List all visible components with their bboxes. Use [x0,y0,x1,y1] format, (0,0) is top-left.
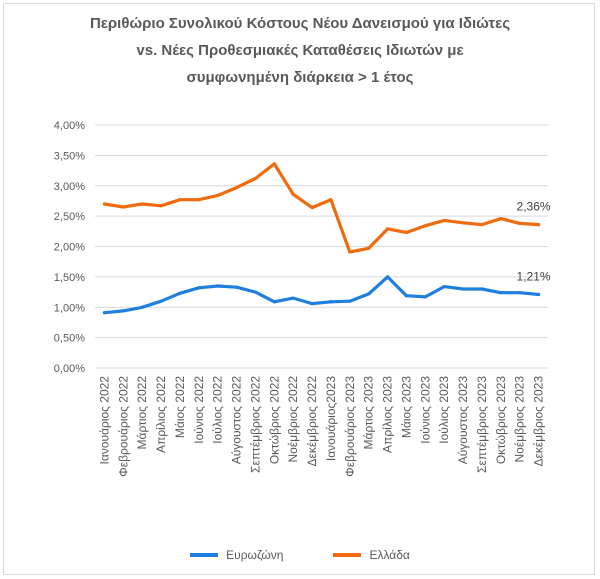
chart-title-line-3: συμφωνημένη διάρκεια > 1 έτος [186,69,414,86]
data-point-greece [197,198,201,202]
data-point-greece [404,230,409,235]
data-point-eurozone [197,286,201,290]
x-tick-label: Σεπτέμβριος 2023 [475,376,489,473]
y-tick-label: 0,00% [54,363,85,375]
legend-label-greece: Ελλάδα [369,548,410,562]
data-point-greece [499,216,503,221]
x-tick-label: Δεκέμβριος 2023 [532,376,546,467]
x-tick-label: Σεπτέμβριος 2022 [248,376,262,473]
chart-title: Περιθώριο Συνολικού Κόστους Νέου Δανεισμ… [0,10,600,91]
data-point-eurozone [140,305,144,309]
data-point-eurozone [499,291,503,295]
data-point-greece [442,218,446,222]
data-point-greece [536,223,541,227]
data-point-eurozone [518,291,522,295]
data-point-greece [461,221,465,225]
data-point-greece [178,198,182,202]
data-point-eurozone [272,300,276,304]
legend-label-eurozone: Ευρωζώνη [226,548,284,562]
legend-item-eurozone: Ευρωζώνη [190,548,283,562]
legend-item-greece: Ελλάδα [333,548,410,562]
x-tick-label: Φεβρουάριος 2022 [116,376,130,477]
chart-title-line-1: Περιθώριο Συνολικού Κόστους Νέου Δανεισμ… [89,15,511,32]
x-tick-label: Ιούλιος 2023 [437,376,451,444]
data-point-eurozone [121,309,125,313]
data-point-greece [423,224,427,228]
data-point-greece [102,202,107,206]
x-tick-label: Ιούνιος 2022 [192,376,206,444]
data-point-greece [253,176,258,181]
data-point-greece [480,223,484,227]
x-tick-label: Αύγουστος 2022 [230,376,244,465]
data-point-eurozone [310,302,314,306]
end-label-eurozone: 1,21% [517,269,551,283]
data-point-eurozone [178,291,182,295]
data-point-greece [140,202,144,206]
data-point-eurozone [216,284,220,288]
x-tick-label: Απρίλιος 2022 [154,376,168,453]
data-point-greece [291,192,295,196]
data-point-greece [310,206,314,210]
chart-title-line-2: vs. Νέες Προθεσμιακές Καταθέσεις Ιδιωτών… [136,42,464,59]
data-point-greece [234,185,239,190]
y-tick-label: 1,50% [54,272,85,284]
x-tick-label: Δεκέμβριος 2022 [305,376,319,467]
x-tick-label: Νοέμβριος 2022 [286,376,300,463]
x-tick-label: Οκτώβριος 2023 [494,376,508,464]
y-tick-label: 2,50% [54,211,85,223]
data-point-greece [385,227,390,231]
data-point-greece [348,250,352,254]
data-point-greece [329,198,333,202]
data-point-eurozone [480,287,484,291]
data-point-greece [216,193,220,198]
end-label-greece: 2,36% [517,200,551,214]
data-point-eurozone [423,295,427,299]
data-point-eurozone [234,285,239,289]
x-tick-label: Ιούνιος 2023 [418,376,432,444]
data-point-greece [518,221,522,226]
y-tick-label: 0,50% [54,333,85,345]
data-point-eurozone [536,292,541,297]
data-point-eurozone [404,294,409,298]
data-point-eurozone [291,296,295,300]
x-tick-label: Οκτώβριος 2022 [267,376,281,464]
data-point-greece [367,246,371,250]
data-point-greece [272,162,276,166]
x-tick-label: Μάρτιος 2023 [362,376,376,450]
data-point-eurozone [442,284,446,289]
data-point-greece [121,205,125,209]
data-point-eurozone [385,275,390,279]
series-line-greece [102,162,541,254]
x-tick-label: Ιούλιος 2022 [211,376,225,444]
y-tick-label: 2,00% [54,242,85,254]
data-point-eurozone [253,290,258,294]
x-tick-label: Απρίλιος 2023 [381,376,395,453]
x-tick-label: Μάιος 2022 [173,376,187,438]
y-tick-label: 1,00% [54,302,85,314]
legend-swatch-greece [333,553,362,557]
data-point-greece [159,204,163,208]
chart-legend: Ευρωζώνη Ελλάδα [0,548,600,562]
x-tick-label: Μάιος 2023 [399,376,413,438]
y-tick-label: 4,00% [54,120,85,132]
x-tick-label: Φεβρουάριος 2023 [343,376,357,477]
x-tick-label: Νοέμβριος 2023 [513,376,527,463]
data-point-eurozone [461,287,465,291]
legend-swatch-eurozone [190,553,219,557]
x-tick-label: Ιανουάριος 2022 [97,376,111,465]
data-point-eurozone [367,292,371,296]
y-tick-label: 3,50% [54,150,85,162]
data-point-eurozone [348,299,352,303]
x-tick-label: Αύγουστος 2023 [456,376,470,465]
x-tick-label: Ιανουάριος2023 [324,376,338,461]
data-point-eurozone [329,300,333,304]
series-line-eurozone [102,275,541,315]
data-point-eurozone [102,311,107,315]
data-point-eurozone [159,299,163,303]
y-tick-label: 3,00% [54,181,85,193]
x-tick-label: Μάρτιος 2022 [135,376,149,450]
chart-frame [3,3,595,575]
